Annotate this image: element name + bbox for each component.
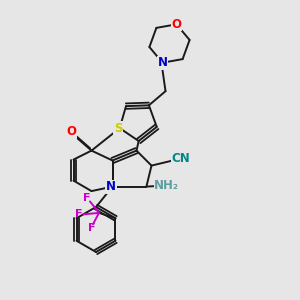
- Text: O: O: [66, 125, 76, 138]
- Text: N: N: [106, 180, 116, 193]
- Text: CN: CN: [171, 152, 190, 165]
- Text: F: F: [88, 223, 95, 233]
- Text: F: F: [83, 194, 91, 203]
- Text: S: S: [114, 122, 122, 135]
- Text: O: O: [172, 18, 182, 31]
- Text: F: F: [75, 209, 82, 219]
- Text: NH₂: NH₂: [154, 178, 179, 192]
- Text: N: N: [158, 56, 167, 69]
